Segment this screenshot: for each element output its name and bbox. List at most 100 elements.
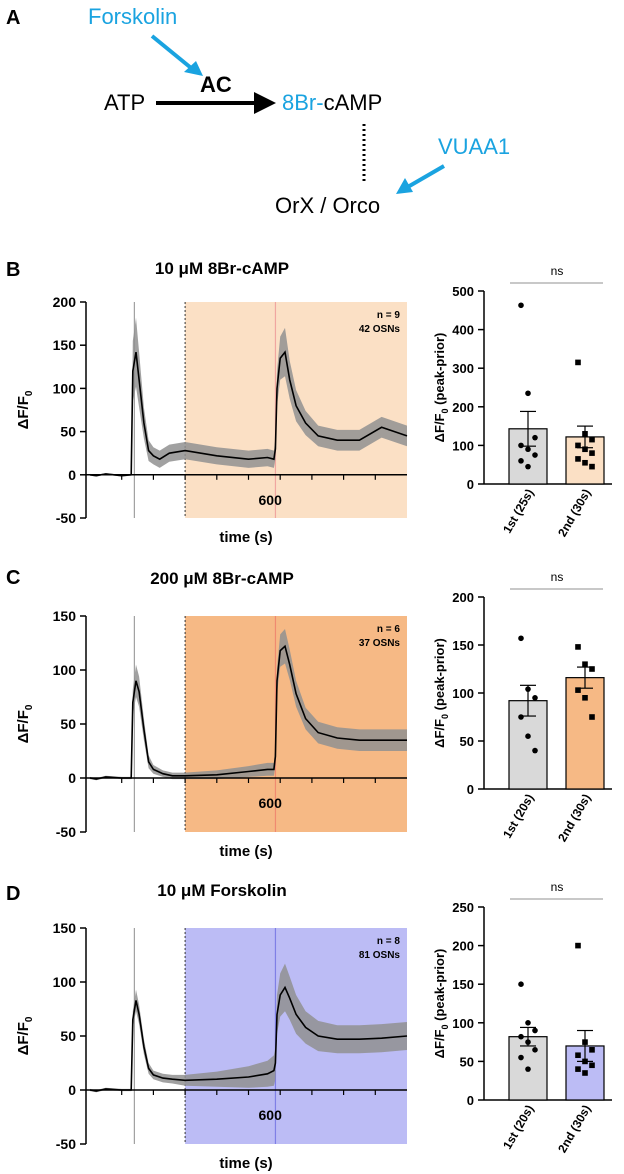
- bar-y-tick-label: 100: [452, 438, 474, 453]
- data-point: [525, 733, 531, 739]
- y-tick-label: -50: [56, 824, 76, 840]
- chart-title: 10 μM 8Br-cAMP: [155, 259, 289, 278]
- y-tick-label: 150: [53, 608, 77, 624]
- sem-band: [90, 963, 407, 1093]
- bar-y-tick-label: 0: [467, 1093, 474, 1108]
- ac-reaction-arrowhead: [254, 92, 276, 114]
- sem-band: [90, 629, 407, 781]
- bar-y-tick-label: 150: [452, 638, 474, 653]
- data-point: [589, 714, 595, 720]
- category-label-2: 2nd (30s): [555, 487, 593, 540]
- trace-chart-d: 150 100 50 0 -50 10 μM Forskolin n = 8 81 OS…: [15, 881, 408, 1172]
- data-point: [589, 436, 595, 443]
- category-label-1: 1st (25s): [500, 487, 536, 536]
- data-point: [518, 458, 524, 464]
- bar-axes: 200 150 100 50 0: [452, 588, 612, 797]
- chart-title: 10 μM Forskolin: [157, 881, 286, 900]
- orx-orco-label: OrX / Orco: [275, 193, 380, 218]
- bar-chart-c: 200 150 100 50 0 ΔF/F0 (peak-prior) 1st (20s…: [432, 570, 612, 844]
- bar-y-tick-label: 50: [460, 1054, 474, 1069]
- forskolin-arrowhead: [184, 61, 203, 76]
- data-point: [532, 452, 538, 458]
- bar-y-axis-label: ΔF/F0 (peak-prior): [432, 333, 450, 443]
- data-point: [582, 1058, 588, 1065]
- bar: [565, 677, 605, 790]
- trace-axes: 200 150 100 50 0 -50: [53, 294, 407, 526]
- panel-d: D 150 100 50 0 -50 10 μM Forskolin n = 8 81 …: [6, 880, 612, 1172]
- data-point: [518, 302, 524, 309]
- mean-trace: [89, 985, 408, 1092]
- y-tick-label: 100: [53, 974, 77, 990]
- x-tick-label: 600: [259, 1107, 283, 1123]
- data-point: [525, 1039, 531, 1045]
- y-tick-label: -50: [56, 1136, 76, 1152]
- data-point: [575, 1066, 581, 1072]
- y-axis-label: ΔF/F0: [15, 390, 35, 429]
- data-point: [589, 666, 595, 672]
- data-point: [582, 446, 588, 453]
- bar-y-axis-label: ΔF/F0 (peak-prior): [432, 638, 450, 748]
- data-point: [525, 1066, 531, 1072]
- bar-chart-b: 500 400 300 200 100 0 ΔF/F0 (peak-prior) 1st …: [432, 264, 612, 539]
- data-point: [525, 390, 531, 397]
- significance-label: ns: [551, 880, 564, 894]
- pathway-diagram: A Forskolin AC ATP 8Br-cAMP VUAA1 OrX / …: [6, 4, 510, 218]
- bar-y-tick-label: 300: [452, 361, 474, 376]
- y-tick-label: 200: [53, 294, 77, 310]
- data-point: [575, 644, 581, 650]
- trace-chart-b: 200 150 100 50 0 -50 10 μM 8Br-cAMP n = 9 42 …: [15, 259, 408, 546]
- data-point: [518, 1054, 524, 1061]
- data-point: [575, 456, 581, 462]
- panel-c: C 150 100 50 0 -50 200 μM 8Br-cAMP n = 6 37 …: [6, 567, 612, 860]
- data-point: [525, 463, 531, 470]
- data-point: [532, 434, 538, 441]
- chart-title: 200 μM 8Br-cAMP: [150, 569, 294, 588]
- y-axis-label: ΔF/F0: [15, 1016, 35, 1055]
- data-point: [575, 942, 581, 949]
- category-label-2: 2nd (30s): [555, 792, 593, 845]
- bar-y-tick-label: 400: [452, 323, 474, 338]
- bar-y-tick-label: 50: [460, 734, 474, 749]
- panel-label-c: C: [6, 567, 20, 589]
- category-label-1: 1st (20s): [500, 792, 536, 841]
- data-point: [575, 359, 581, 366]
- osn-label: 37 OSNs: [359, 638, 401, 649]
- x-axis-label: time (s): [219, 843, 272, 860]
- category-label-2: 2nd (30s): [555, 1103, 593, 1156]
- vuaa1-arrow: [404, 164, 446, 190]
- y-tick-label: 150: [53, 920, 77, 936]
- data-point: [582, 459, 588, 466]
- bar-y-tick-label: 250: [452, 900, 474, 915]
- sem-band: [90, 317, 407, 477]
- data-point: [575, 442, 581, 449]
- data-point: [532, 1027, 538, 1034]
- data-point: [518, 714, 524, 720]
- n-label: n = 8: [377, 936, 401, 947]
- atp-label: ATP: [104, 90, 145, 115]
- vuaa1-label: VUAA1: [438, 134, 510, 159]
- stimulus-shade: [185, 616, 407, 832]
- forskolin-arrow: [150, 34, 198, 74]
- mean-trace: [89, 350, 408, 477]
- data-point: [525, 446, 531, 453]
- bar-y-tick-label: 500: [452, 284, 474, 299]
- osn-label: 42 OSNs: [359, 324, 401, 335]
- y-tick-label: 150: [53, 337, 77, 353]
- y-tick-label: 0: [68, 1082, 76, 1098]
- data-point: [518, 1033, 524, 1040]
- bar-y-axis-label: ΔF/F0 (peak-prior): [432, 949, 450, 1059]
- data-point: [575, 687, 581, 693]
- data-point: [589, 450, 595, 456]
- significance-label: ns: [551, 264, 564, 278]
- n-label: n = 6: [377, 624, 401, 635]
- data-point: [582, 431, 588, 437]
- y-tick-label: 0: [68, 770, 76, 786]
- bar-axes: 500 400 300 200 100 0: [452, 282, 612, 492]
- data-point: [582, 1039, 588, 1045]
- bar-y-tick-label: 100: [452, 1016, 474, 1031]
- vuaa1-arrowhead: [396, 178, 413, 194]
- bar-y-tick-label: 0: [467, 477, 474, 492]
- data-point: [518, 981, 524, 987]
- category-label-1: 1st (20s): [500, 1103, 536, 1152]
